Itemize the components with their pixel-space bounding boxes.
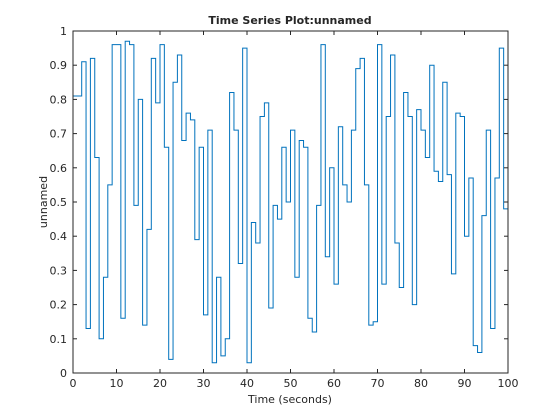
x-tick-label: 20 — [153, 377, 167, 390]
y-tick-label: 0.3 — [50, 264, 68, 277]
x-tick-label: 90 — [458, 377, 472, 390]
y-ticks: 0 0.1 0.2 0.3 0.4 0.5 0.6 0.7 0.8 0.9 1 — [50, 25, 508, 380]
chart-title: Time Series Plot:unnamed — [208, 14, 371, 27]
y-tick-label: 0.2 — [50, 299, 68, 312]
x-ticks: 0 10 20 30 40 50 60 70 80 90 100 — [70, 31, 519, 390]
y-tick-label: 0.4 — [50, 230, 68, 243]
series-layer — [73, 40, 509, 370]
y-tick-label: 0.6 — [50, 162, 68, 175]
x-tick-label: 0 — [70, 377, 77, 390]
y-axis-title: unnamed — [37, 176, 50, 228]
y-tick-label: 0 — [60, 367, 67, 380]
x-tick-label: 40 — [240, 377, 254, 390]
series-line-0 — [73, 40, 509, 370]
y-tick-label: 0.8 — [50, 93, 68, 106]
x-tick-label: 80 — [414, 377, 428, 390]
x-tick-label: 60 — [327, 377, 341, 390]
x-tick-label: 50 — [284, 377, 298, 390]
x-tick-label: 70 — [371, 377, 385, 390]
y-tick-label: 0.5 — [50, 196, 68, 209]
y-tick-label: 0.7 — [50, 128, 68, 141]
x-tick-label: 100 — [498, 377, 519, 390]
x-tick-label: 30 — [197, 377, 211, 390]
y-tick-label: 0.9 — [50, 59, 68, 72]
x-axis-title: Time (seconds) — [247, 393, 332, 406]
x-tick-label: 10 — [110, 377, 124, 390]
y-tick-label: 1 — [60, 25, 67, 38]
y-tick-label: 0.1 — [50, 333, 68, 346]
